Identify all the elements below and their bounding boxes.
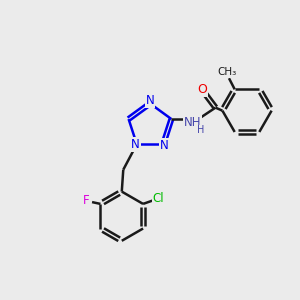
Text: F: F [83, 194, 89, 207]
Text: N: N [160, 139, 169, 152]
Text: O: O [197, 82, 207, 95]
Text: N: N [131, 138, 140, 151]
Text: H: H [197, 125, 204, 135]
Text: N: N [146, 94, 154, 107]
Text: CH₃: CH₃ [218, 67, 237, 77]
Text: NH: NH [184, 116, 201, 129]
Text: Cl: Cl [153, 192, 164, 205]
